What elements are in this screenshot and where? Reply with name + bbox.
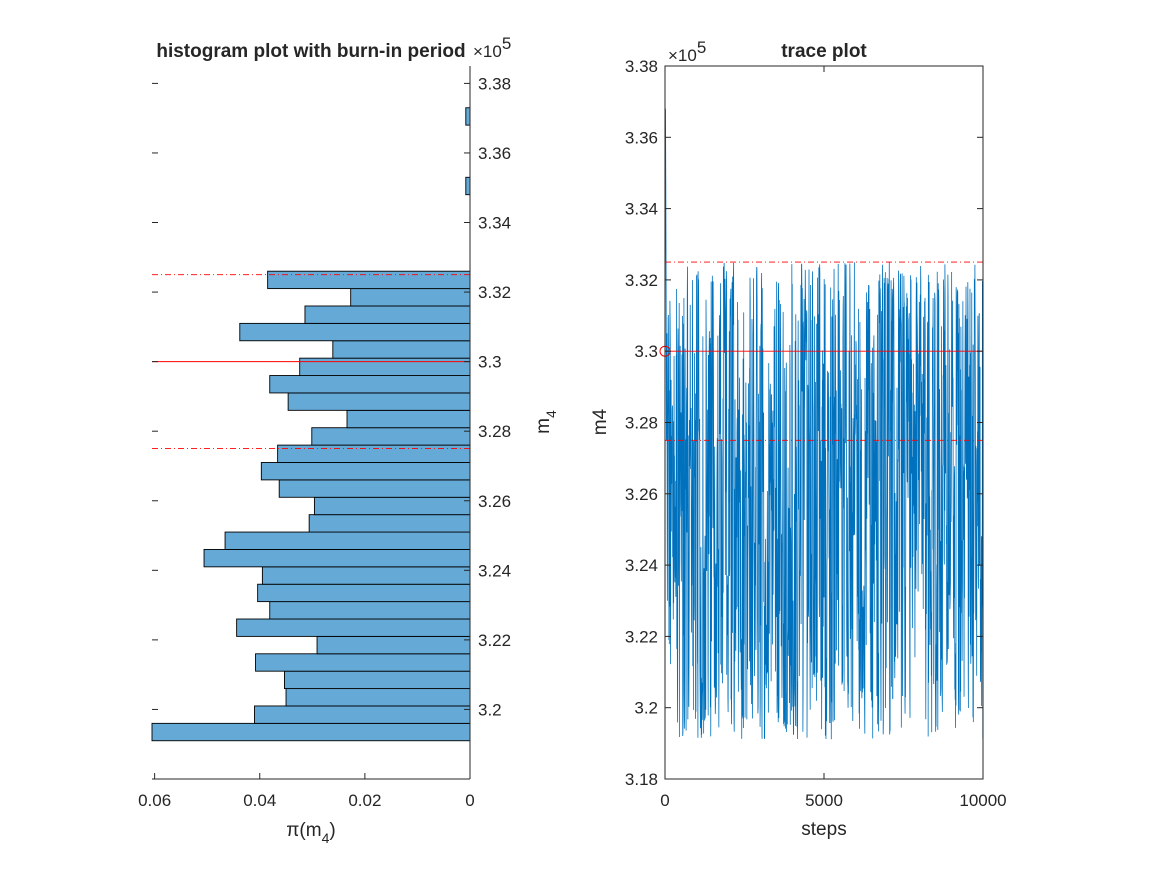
histogram-y-tick-label: 3.34 — [478, 214, 511, 233]
histogram-y-exponent: ×105 — [473, 34, 511, 61]
histogram-bar — [255, 653, 471, 672]
histogram-bar — [224, 531, 471, 550]
trace-y-tick-label: 3.28 — [625, 414, 658, 433]
histogram-bar — [261, 566, 471, 585]
histogram-axes: 0.06 0.04 0.02 0 3.2 3.22 3.24 3.26 3.28 3.3 3.32 3… — [138, 34, 559, 846]
histogram-y-tick-label: 3.2 — [478, 700, 502, 719]
histogram-y-axis-label: m4 — [533, 410, 559, 434]
histogram-bar — [311, 427, 471, 446]
trace-axes: 0 5000 10000 3.18 3.2 3.22 3.24 3.26 3.28 3.3 3.32… — [590, 38, 1007, 840]
trace-x-tick-label: 5000 — [805, 791, 843, 810]
histogram-y-tick-label: 3.36 — [478, 144, 511, 163]
trace-ticks: 0 5000 10000 3.18 3.2 3.22 3.24 3.26 3.28 3.3 3.32… — [625, 57, 1007, 810]
trace-y-tick-label: 3.26 — [625, 485, 658, 504]
trace-y-exponent: ×105 — [668, 38, 706, 65]
histogram-bar — [257, 583, 471, 603]
histogram-bar — [287, 392, 471, 411]
histogram-y-tick-label: 3.26 — [478, 492, 511, 511]
histogram-bar — [304, 305, 471, 324]
histogram-y-tick-label: 3.28 — [478, 422, 511, 441]
histogram-bar — [277, 444, 471, 463]
histogram-bar — [313, 496, 471, 516]
trace-y-tick-label: 3.22 — [625, 627, 658, 646]
histogram-x-tick-label: 0.02 — [348, 791, 381, 810]
histogram-bar — [285, 688, 471, 707]
histogram-ticks: 0.06 0.04 0.02 0 3.2 3.22 3.24 3.26 3.28 3.3 3.32 3… — [138, 74, 511, 810]
trace-y-axis-label: m4 — [590, 408, 611, 435]
histogram-bar — [203, 548, 471, 568]
histogram-bar — [284, 670, 471, 690]
trace-title: trace plot — [781, 41, 867, 62]
histogram-bar — [260, 462, 471, 481]
histogram-bar — [332, 340, 471, 359]
trace-x-axis-label: steps — [801, 819, 846, 840]
trace-y-tick-label: 3.36 — [625, 128, 658, 147]
trace-reference-lines — [665, 261, 983, 441]
histogram-bars — [151, 107, 471, 742]
trace-y-tick-label: 3.32 — [625, 271, 658, 290]
histogram-y-tick-label: 3.22 — [478, 631, 511, 650]
trace-y-tick-label: 3.2 — [634, 699, 658, 718]
histogram-reference-lines — [152, 274, 470, 450]
trace-y-tick-label: 3.38 — [625, 57, 658, 76]
trace-y-tick-label: 3.24 — [625, 556, 658, 575]
histogram-bar — [350, 288, 471, 307]
histogram-bar — [465, 176, 471, 196]
histogram-x-tick-label: 0 — [465, 791, 474, 810]
histogram-bar — [269, 601, 471, 620]
histogram-title: histogram plot with burn-in period — [156, 41, 465, 62]
histogram-bar — [346, 409, 471, 429]
histogram-y-tick-label: 3.3 — [478, 353, 502, 372]
histogram-y-tick-label: 3.32 — [478, 283, 511, 302]
histogram-bar — [267, 270, 471, 290]
histogram-y-tick-label: 3.24 — [478, 561, 511, 580]
histogram-y-tick-label: 3.38 — [478, 74, 511, 93]
histogram-x-tick-label: 0.06 — [138, 791, 171, 810]
histogram-bar — [299, 357, 471, 376]
histogram-bar — [236, 618, 471, 637]
trace-series-line — [664, 108, 984, 740]
trace-y-tick-label: 3.3 — [634, 342, 658, 361]
trace-y-tick-label: 3.18 — [625, 770, 658, 789]
histogram-x-axis-label: π(m4) — [286, 820, 335, 846]
histogram-bar — [254, 705, 471, 724]
histogram-bar — [151, 722, 471, 742]
histogram-axis-frame — [152, 66, 471, 780]
histogram-bar — [308, 514, 471, 533]
histogram-bar — [269, 375, 471, 394]
histogram-bar — [316, 635, 471, 655]
trace-x-tick-label: 10000 — [959, 791, 1006, 810]
trace-x-tick-label: 0 — [660, 791, 669, 810]
histogram-bar — [278, 479, 471, 498]
histogram-bar — [239, 322, 471, 342]
histogram-bar — [465, 107, 471, 126]
trace-y-tick-label: 3.34 — [625, 200, 658, 219]
histogram-x-tick-label: 0.04 — [243, 791, 276, 810]
